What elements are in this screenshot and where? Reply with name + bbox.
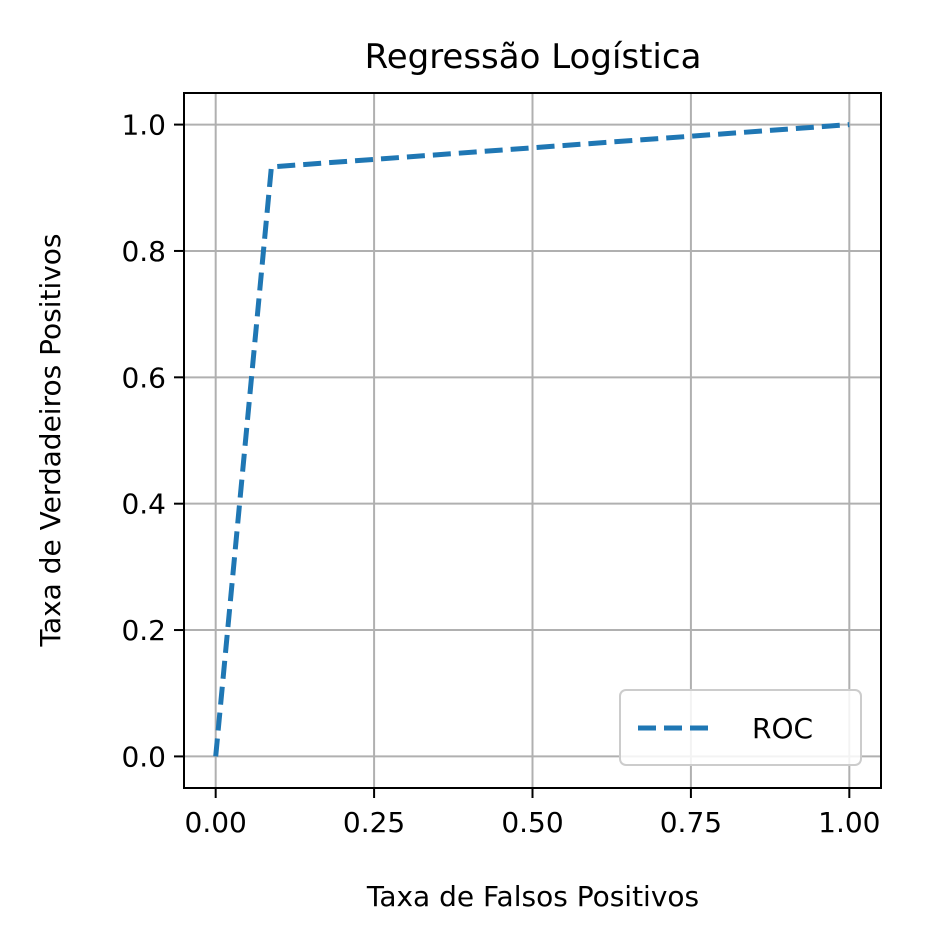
y-axis-title: Taxa de Verdadeiros Positivos bbox=[34, 233, 67, 647]
y-tick-label: 0.4 bbox=[121, 488, 166, 521]
grid-lines bbox=[184, 93, 881, 788]
y-tick-label: 0.8 bbox=[121, 235, 166, 268]
y-tick-label: 0.0 bbox=[121, 740, 166, 773]
x-tick-label: 0.50 bbox=[501, 806, 563, 839]
legend: ROC bbox=[619, 689, 862, 766]
chart-title: Regressão Logística bbox=[365, 37, 702, 77]
y-tick-label: 1.0 bbox=[121, 109, 166, 142]
legend-label-roc: ROC bbox=[752, 712, 813, 745]
y-tick-label: 0.2 bbox=[121, 614, 166, 647]
x-tick-label: 1.00 bbox=[818, 806, 880, 839]
x-tick-label: 0.75 bbox=[660, 806, 722, 839]
tick-marks bbox=[174, 123, 851, 798]
x-tick-label: 0.00 bbox=[185, 806, 247, 839]
tick-labels: 0.00 0.25 0.50 0.75 1.00 0.0 0.2 0.4 0.6 0.8 1.0 bbox=[121, 109, 880, 839]
x-axis-title: Taxa de Falsos Positivos bbox=[366, 880, 699, 913]
legend-box bbox=[619, 689, 862, 766]
series-layer bbox=[213, 122, 850, 757]
y-tick-label: 0.6 bbox=[121, 361, 166, 394]
series-line-roc bbox=[213, 122, 850, 757]
x-tick-label: 0.25 bbox=[343, 806, 405, 839]
